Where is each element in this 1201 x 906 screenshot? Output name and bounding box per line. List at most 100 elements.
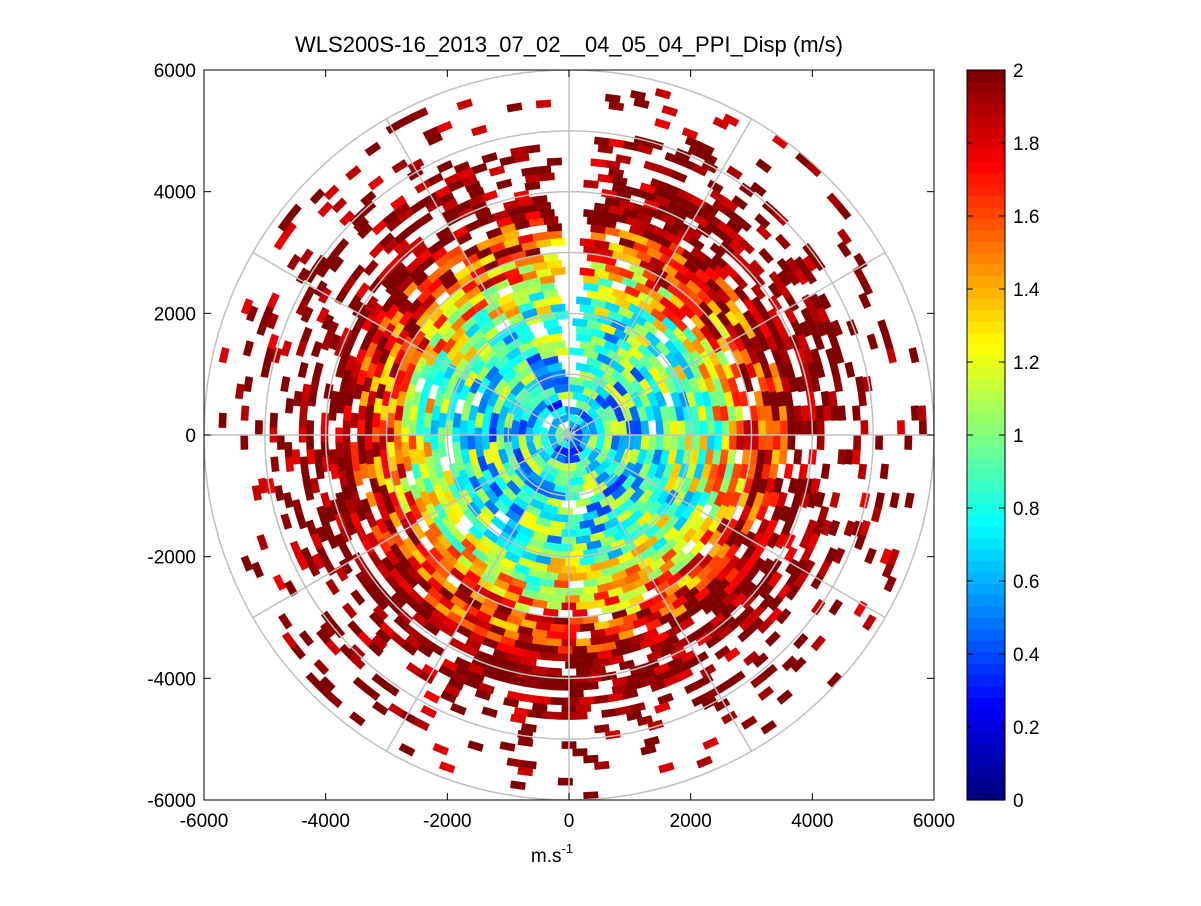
dispersion-cell [750, 181, 767, 197]
dispersion-cell [553, 580, 570, 589]
dispersion-cell [696, 755, 713, 769]
dispersion-cell [828, 598, 844, 616]
dispersion-cell [793, 256, 809, 273]
dispersion-cell [572, 748, 588, 757]
colorbar-swatch [967, 389, 1005, 402]
colorbar-swatch [967, 355, 1005, 368]
dispersion-cell [285, 397, 295, 414]
dispersion-cell [692, 434, 701, 451]
dispersion-cell [568, 513, 585, 523]
dispersion-cell [242, 340, 254, 357]
dispersion-cell [349, 412, 359, 429]
dispersion-cell [334, 288, 349, 305]
dispersion-cell [414, 179, 432, 194]
dispersion-cell [286, 253, 302, 271]
dispersion-cell [572, 645, 588, 655]
dispersion-cell [712, 116, 730, 130]
dispersion-cell [557, 543, 573, 552]
dispersion-cell [543, 216, 559, 225]
dispersion-cell [306, 560, 321, 577]
dispersion-cell [874, 492, 885, 509]
colorbar-swatch [967, 252, 1005, 265]
dispersion-cell [539, 681, 555, 691]
dispersion-cell [764, 630, 781, 647]
colorbar-swatch [967, 127, 1005, 140]
y-tick-label: -4000 [147, 669, 196, 690]
dispersion-cell [681, 127, 699, 140]
dispersion-cell [714, 434, 723, 451]
polar-grid [204, 70, 934, 800]
dispersion-cell [855, 376, 866, 392]
x-axis-label: m.s-1 [531, 841, 573, 867]
dispersion-cell [335, 442, 344, 458]
dispersion-cell [353, 216, 370, 233]
polar-grid-spoke [252, 251, 570, 436]
dispersion-cell [371, 412, 381, 428]
dispersion-cell [752, 652, 769, 668]
dispersion-cell [299, 456, 309, 472]
dispersion-cell [543, 645, 559, 654]
dispersion-cell [650, 177, 667, 191]
dispersion-cell [342, 434, 351, 450]
colorbar-swatch [967, 765, 1005, 778]
dispersion-cell [539, 172, 555, 182]
dispersion-cell [218, 412, 227, 428]
dispersion-cell [546, 630, 562, 640]
dispersion-cell [654, 88, 672, 100]
y-axis: -6000 -4000 -2000 0 2000 4000 6000 [147, 61, 934, 812]
dispersion-cell [390, 195, 407, 211]
colorbar-tick-label: 0.4 [1013, 645, 1040, 666]
colorbar-swatch [967, 206, 1005, 219]
dispersion-cell [768, 270, 784, 288]
dispersion-cell [565, 595, 581, 604]
colorbar-swatch [967, 161, 1005, 174]
dispersion-cell [754, 213, 771, 229]
colorbar-swatch [967, 423, 1005, 436]
dispersion-cell [251, 485, 262, 501]
dispersion-cell [443, 172, 461, 186]
dispersion-cell [506, 102, 523, 113]
colorbar-tick-label: 0 [1013, 791, 1024, 812]
colorbar-tick-label: 1.4 [1013, 280, 1040, 301]
dispersion-cell [368, 242, 385, 259]
dispersion-cell [481, 706, 498, 718]
dispersion-cell [857, 463, 867, 480]
y-tick-label: 2000 [154, 304, 196, 325]
dispersion-cell [277, 215, 293, 232]
dispersion-cell [325, 639, 342, 656]
colorbar-swatch [967, 457, 1005, 470]
dispersion-cell [349, 654, 366, 670]
dispersion-cell [557, 646, 573, 655]
dispersion-cell [830, 319, 843, 337]
dispersion-cell [357, 405, 367, 421]
dispersion-cell [879, 463, 889, 480]
polar-grid-spoke [568, 118, 753, 436]
dispersion-cell [758, 419, 767, 436]
dispersion-cell [583, 754, 599, 764]
colorbar-swatch [967, 435, 1005, 448]
dispersion-cell [565, 624, 581, 633]
dispersion-cell [298, 630, 315, 647]
dispersion-cell [360, 190, 377, 207]
dispersion-cell [647, 434, 657, 451]
dispersion-cell [391, 159, 409, 174]
colorbar-tick-label: 0.6 [1013, 572, 1039, 593]
dispersion-cell [817, 505, 830, 523]
dispersion-cell [444, 419, 454, 436]
dispersion-cell [568, 653, 584, 662]
dispersion-cell [772, 434, 781, 450]
dispersion-cell [815, 405, 825, 421]
dispersion-cell [778, 449, 788, 465]
colorbar-swatch [967, 92, 1005, 105]
colorbar-swatch [967, 298, 1005, 311]
dispersion-cell [453, 161, 471, 174]
colorbar-swatch [967, 115, 1005, 128]
colorbar-swatch [967, 674, 1005, 687]
polar-grid-spoke [568, 434, 753, 752]
colorbar-swatch [967, 343, 1005, 356]
y-tick-label: -6000 [147, 791, 196, 812]
dispersion-cell [583, 209, 599, 219]
dispersion-cell [583, 681, 599, 691]
polar-grid-spoke [385, 434, 570, 752]
dispersion-cell [557, 712, 573, 720]
